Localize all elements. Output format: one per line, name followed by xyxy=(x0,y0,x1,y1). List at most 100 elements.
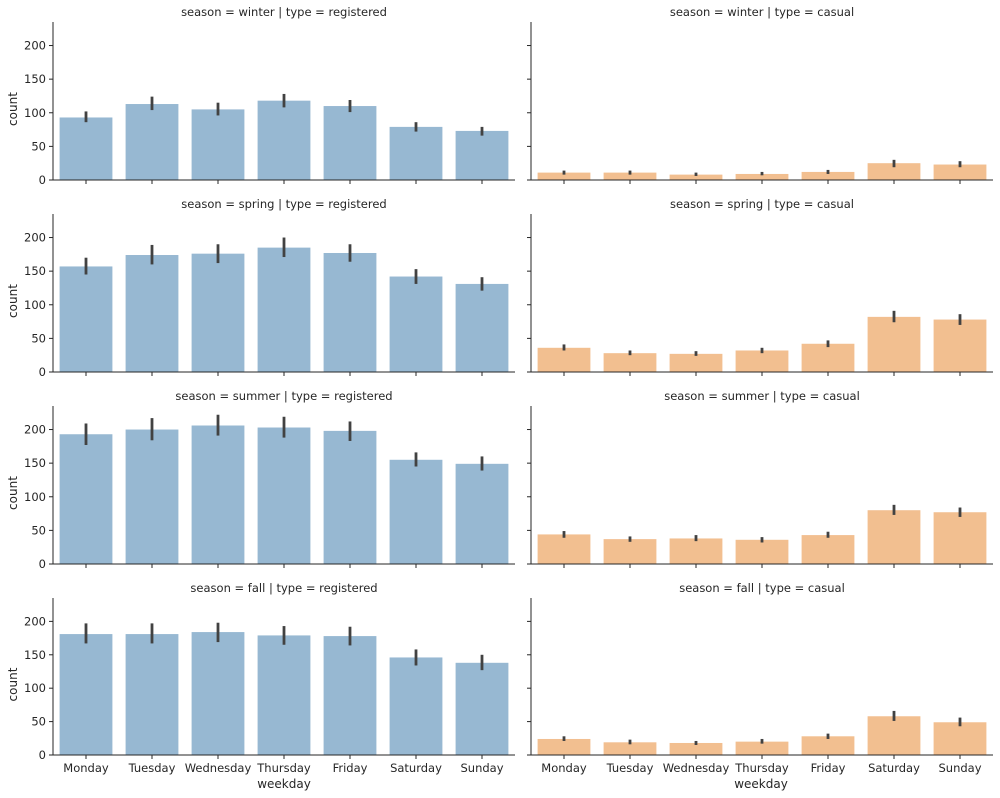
facet-fall-registered-y-axis-label: count xyxy=(6,667,20,701)
x-tick-label-thursday: Thursday xyxy=(256,761,311,775)
facet-summer-casual-bar-sunday xyxy=(933,512,987,564)
facet-winter-registered-bar-saturday xyxy=(389,126,443,180)
facet-fall-casual: season = fall | type = casual Monday Tuesd… xyxy=(527,581,993,775)
facet-fall-registered-title: season = fall | type = registered xyxy=(190,581,377,595)
facet-fall-registered-bar-friday xyxy=(323,636,377,755)
facet-fall-registered-ytick-label: 200 xyxy=(24,614,46,628)
facet-fall-registered-bar-monday xyxy=(59,634,113,755)
facet-fall-registered-bar-thursday xyxy=(257,635,311,755)
facet-summer-registered-bar-wednesday xyxy=(191,425,245,564)
facet-fall-registered-bar-saturday xyxy=(389,657,443,755)
facet-summer-registered-bar-monday xyxy=(59,434,113,564)
x-tick-label-tuesday: Tuesday xyxy=(128,761,176,775)
facet-winter-casual-bar-saturday xyxy=(867,163,921,180)
facet-summer-casual-bar-monday xyxy=(537,534,591,564)
facet-winter-casual-bar-monday xyxy=(537,172,591,180)
facet-summer-registered-ytick-label: 50 xyxy=(31,523,46,537)
facet-winter-registered-bar-wednesday xyxy=(191,109,245,180)
x-tick-label-saturday: Saturday xyxy=(390,761,442,775)
facet-spring-casual-bar-saturday xyxy=(867,316,921,372)
facet-winter-registered-ytick-label: 50 xyxy=(31,139,46,153)
facet-winter-registered-title: season = winter | type = registered xyxy=(181,5,387,19)
facet-summer-casual-bar-saturday xyxy=(867,510,921,564)
facet-spring-casual-title: season = spring | type = casual xyxy=(670,197,854,211)
facet-summer-casual-bar-wednesday xyxy=(669,538,723,564)
facet-summer-casual-title: season = summer | type = casual xyxy=(664,389,860,403)
facet-winter-registered-ytick-label: 100 xyxy=(24,106,46,120)
x-tick-label-sunday: Sunday xyxy=(460,761,503,775)
facet-fall-casual-title: season = fall | type = casual xyxy=(679,581,845,595)
facet-summer-casual: season = summer | type = casual xyxy=(527,389,993,568)
x-axis-label-left: weekday xyxy=(257,777,311,791)
facet-spring-registered-bar-wednesday xyxy=(191,253,245,372)
facet-spring-casual-bar-wednesday xyxy=(669,353,723,372)
facet-fall-registered-bar-tuesday xyxy=(125,634,179,755)
facet-fall-registered-ytick-label: 150 xyxy=(24,648,46,662)
facet-spring-registered-bar-tuesday xyxy=(125,255,179,372)
facet-winter-registered: season = winter | type = registered 0 50 10… xyxy=(6,5,515,187)
facet-spring-registered: season = spring | type = registered 0 50 10… xyxy=(6,197,515,379)
x-axis-label-right: weekday xyxy=(734,777,788,791)
facet-spring-casual-bar-tuesday xyxy=(603,353,657,372)
facet-summer-registered-y-axis-label: count xyxy=(6,476,20,510)
facet-winter-registered-bar-tuesday xyxy=(125,104,179,180)
facet-winter-registered-bar-sunday xyxy=(455,130,509,180)
facet-summer-casual-bar-friday xyxy=(801,535,855,564)
facet-fall-registered-ytick-label: 50 xyxy=(31,715,46,729)
facet-summer-registered-ytick-label: 150 xyxy=(24,456,46,470)
x-tick-label-friday: Friday xyxy=(811,761,846,775)
facet-winter-casual-bar-sunday xyxy=(933,164,987,180)
x-tick-label-sunday: Sunday xyxy=(938,761,981,775)
facet-fall-casual-bar-sunday xyxy=(933,722,987,755)
facet-spring-registered-ytick-label: 0 xyxy=(39,365,46,379)
facet-summer-registered-bar-tuesday xyxy=(125,429,179,564)
facet-winter-casual-bar-friday xyxy=(801,171,855,180)
facet-winter-registered-ytick-label: 200 xyxy=(24,39,46,53)
facet-spring-casual-bar-sunday xyxy=(933,319,987,372)
facet-fall-casual-bar-saturday xyxy=(867,716,921,755)
facet-fall-registered-bar-wednesday xyxy=(191,632,245,755)
facet-spring-registered-bar-monday xyxy=(59,266,113,372)
facet-spring-casual-bar-friday xyxy=(801,343,855,372)
facet-fall-casual-bar-wednesday xyxy=(669,742,723,755)
facet-fall-registered: season = fall | type = registered Monday T… xyxy=(6,581,515,775)
facet-fall-casual-bar-friday xyxy=(801,736,855,755)
facet-winter-registered-bar-thursday xyxy=(257,100,311,180)
x-tick-label-tuesday: Tuesday xyxy=(606,761,654,775)
facet-winter-casual: season = winter | type = casual xyxy=(527,5,993,184)
x-tick-label-friday: Friday xyxy=(333,761,368,775)
facet-spring-casual-bar-thursday xyxy=(735,350,789,372)
facet-spring-registered-ytick-label: 100 xyxy=(24,298,46,312)
facet-spring-registered-bar-friday xyxy=(323,252,377,372)
x-tick-label-saturday: Saturday xyxy=(868,761,920,775)
facet-fall-registered-ytick-label: 0 xyxy=(39,748,46,762)
facet-fall-casual-bar-thursday xyxy=(735,741,789,755)
facet-winter-registered-bar-friday xyxy=(323,106,377,180)
x-tick-label-monday: Monday xyxy=(63,761,109,775)
facet-winter-casual-bar-wednesday xyxy=(669,174,723,180)
facet-summer-casual-bar-tuesday xyxy=(603,539,657,564)
facet-summer-registered-bar-friday xyxy=(323,430,377,564)
facet-spring-registered-ytick-label: 50 xyxy=(31,331,46,345)
facet-summer-registered-bar-thursday xyxy=(257,427,311,564)
facet-fall-registered-bar-sunday xyxy=(455,662,509,755)
x-tick-label-wednesday: Wednesday xyxy=(185,761,252,775)
facet-spring-casual: season = spring | type = casual xyxy=(527,197,993,376)
facet-summer-registered-title: season = summer | type = registered xyxy=(175,389,392,403)
facet-summer-registered: season = summer | type = registered 0 50 10… xyxy=(6,389,515,571)
facet-winter-registered-ytick-label: 0 xyxy=(39,173,46,187)
facet-winter-casual-title: season = winter | type = casual xyxy=(670,5,854,19)
facet-summer-registered-bar-sunday xyxy=(455,463,509,564)
x-tick-label-wednesday: Wednesday xyxy=(663,761,730,775)
facet-summer-registered-ytick-label: 0 xyxy=(39,557,46,571)
x-tick-label-monday: Monday xyxy=(541,761,587,775)
facet-winter-registered-ytick-label: 150 xyxy=(24,72,46,86)
facet-summer-registered-ytick-label: 100 xyxy=(24,490,46,504)
facet-fall-registered-ytick-label: 100 xyxy=(24,681,46,695)
x-tick-label-thursday: Thursday xyxy=(734,761,789,775)
facet-summer-casual-bar-thursday xyxy=(735,539,789,564)
facet-spring-registered-ytick-label: 200 xyxy=(24,231,46,245)
facet-spring-registered-title: season = spring | type = registered xyxy=(181,197,386,211)
facet-fall-casual-bar-tuesday xyxy=(603,742,657,755)
